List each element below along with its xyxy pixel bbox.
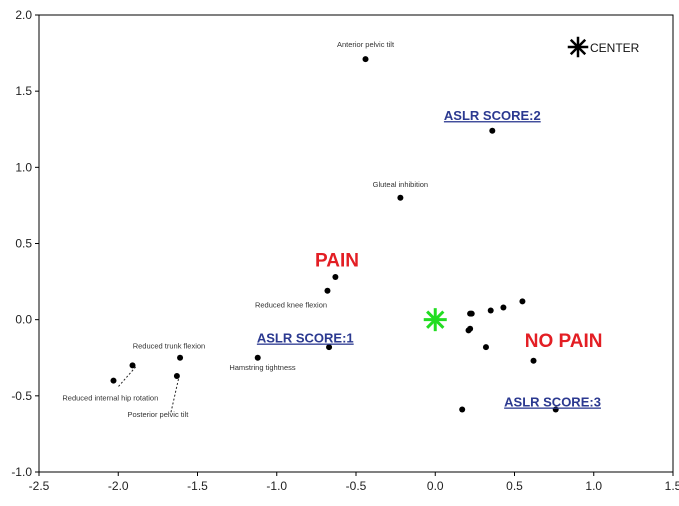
- tick-labels: -2.5 -2.0 -1.5 -1.0 -0.5 0.0 0.5 1.0 1.5 -1.0 -0.5…: [11, 8, 679, 493]
- center-asterisk-icon: [423, 308, 447, 332]
- point-label: Gluteal inhibition: [373, 180, 428, 189]
- pain-group-label: NO PAIN: [525, 331, 603, 352]
- point-label: Posterior pelvic tilt: [127, 410, 189, 419]
- legend-asterisk-stroke: [569, 38, 587, 56]
- data-point: [500, 304, 507, 311]
- center-asterisk-stroke: [426, 310, 445, 329]
- data-point: [254, 354, 261, 361]
- data-point: [519, 298, 526, 305]
- x-tick-label: -2.0: [108, 479, 129, 493]
- point-label: Reduced trunk flexion: [133, 342, 206, 351]
- point-label: Reduced knee flexion: [255, 300, 327, 309]
- x-tick-label: -1.0: [266, 479, 287, 493]
- y-tick-label: 0.0: [15, 313, 32, 327]
- x-tick-label: -0.5: [346, 479, 367, 493]
- x-tick-label: -1.5: [187, 479, 208, 493]
- point-label: Hamstring tightness: [229, 363, 296, 372]
- data-point: [465, 327, 472, 334]
- data-point: [397, 194, 404, 201]
- pain-group-label: PAIN: [315, 250, 359, 271]
- data-point: [177, 354, 184, 361]
- data-point: [530, 357, 537, 364]
- data-point: [489, 127, 496, 134]
- y-tick-label: -0.5: [11, 389, 32, 403]
- x-tick-label: 0.0: [427, 479, 444, 493]
- y-tick-label: 2.0: [15, 8, 32, 22]
- annotations: PAIN NO PAIN ASLR SCORE:2 ASLR SCORE:1 ASLR …: [257, 108, 603, 409]
- y-tick-label: 1.5: [15, 84, 32, 98]
- y-tick-label: 0.5: [15, 237, 32, 251]
- legend-label: CENTER: [590, 41, 640, 55]
- aslr-score-label: ASLR SCORE:1: [257, 331, 354, 346]
- x-tick-label: 1.0: [585, 479, 602, 493]
- label-connectors: [117, 366, 179, 415]
- data-point: [110, 377, 117, 384]
- x-tick-label: 1.5: [665, 479, 679, 493]
- point-label: Reduced internal hip rotation: [62, 393, 158, 402]
- data-points: [110, 56, 559, 413]
- axes: [35, 14, 674, 476]
- label-connector-line: [117, 366, 137, 388]
- data-point: [459, 406, 466, 413]
- data-point: [332, 274, 339, 281]
- y-tick-label: 1.0: [15, 160, 32, 174]
- data-point: [362, 56, 369, 63]
- x-tick-label: 0.5: [506, 479, 523, 493]
- data-point: [487, 307, 494, 314]
- data-point: [324, 287, 331, 294]
- x-tick-label: -2.5: [29, 479, 50, 493]
- y-tick-label: -1.0: [11, 465, 32, 479]
- data-point: [173, 373, 180, 380]
- label-connector-line: [170, 378, 179, 415]
- legend: CENTER: [567, 36, 640, 58]
- point-label: Anterior pelvic tilt: [337, 40, 395, 49]
- data-point: [326, 344, 333, 351]
- aslr-score-label: ASLR SCORE:3: [504, 394, 601, 409]
- data-point: [482, 344, 489, 351]
- legend-asterisk-icon: [567, 36, 589, 58]
- data-point: [129, 362, 136, 369]
- point-labels: Anterior pelvic tilt Gluteal inhibition Re…: [62, 40, 428, 419]
- data-point: [467, 310, 474, 317]
- aslr-score-label: ASLR SCORE:2: [444, 108, 541, 123]
- center-marker: [423, 308, 447, 332]
- data-point: [552, 406, 559, 413]
